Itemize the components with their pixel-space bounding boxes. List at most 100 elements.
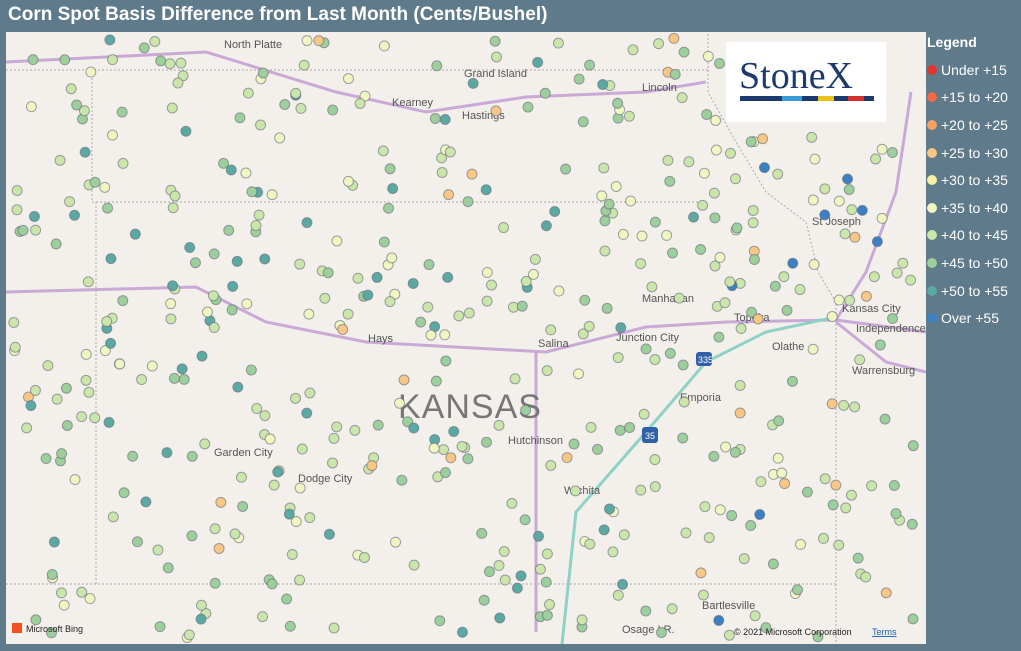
- site-dot[interactable]: [544, 599, 556, 611]
- site-dot[interactable]: [225, 164, 237, 176]
- site-dot[interactable]: [439, 114, 451, 126]
- site-dot[interactable]: [107, 54, 119, 66]
- site-dot[interactable]: [618, 529, 630, 541]
- site-dot[interactable]: [246, 186, 258, 198]
- site-dot[interactable]: [617, 228, 629, 240]
- site-dot[interactable]: [680, 527, 692, 539]
- site-dot[interactable]: [726, 510, 738, 522]
- site-dot[interactable]: [688, 211, 700, 223]
- site-dot[interactable]: [494, 612, 506, 624]
- site-dot[interactable]: [257, 67, 269, 79]
- site-dot[interactable]: [833, 539, 845, 551]
- site-dot[interactable]: [30, 224, 42, 236]
- site-dot[interactable]: [617, 578, 629, 590]
- legend-item[interactable]: +25 to +30: [927, 139, 1021, 167]
- site-dot[interactable]: [724, 147, 736, 159]
- site-dot[interactable]: [55, 587, 67, 599]
- legend-item[interactable]: +45 to +50: [927, 249, 1021, 277]
- site-dot[interactable]: [445, 452, 457, 464]
- site-dot[interactable]: [592, 443, 604, 455]
- site-dot[interactable]: [30, 614, 42, 626]
- site-dot[interactable]: [480, 436, 492, 448]
- site-dot[interactable]: [456, 440, 468, 452]
- site-dot[interactable]: [702, 50, 714, 62]
- site-dot[interactable]: [709, 212, 721, 224]
- site-dot[interactable]: [327, 457, 339, 469]
- site-dot[interactable]: [319, 292, 331, 304]
- site-dot[interactable]: [778, 271, 790, 283]
- site-dot[interactable]: [223, 224, 235, 236]
- site-dot[interactable]: [301, 407, 313, 419]
- site-dot[interactable]: [612, 97, 624, 109]
- site-dot[interactable]: [806, 131, 818, 143]
- legend-item[interactable]: Over +55: [927, 304, 1021, 332]
- site-dot[interactable]: [907, 613, 919, 625]
- site-dot[interactable]: [328, 622, 340, 634]
- site-dot[interactable]: [304, 512, 316, 524]
- site-dot[interactable]: [540, 576, 552, 588]
- site-dot[interactable]: [227, 280, 239, 292]
- site-dot[interactable]: [146, 360, 158, 372]
- site-dot[interactable]: [664, 175, 676, 187]
- site-dot[interactable]: [669, 68, 681, 80]
- site-dot[interactable]: [776, 467, 788, 479]
- site-dot[interactable]: [601, 302, 613, 314]
- site-dot[interactable]: [294, 258, 306, 270]
- site-dot[interactable]: [250, 219, 262, 231]
- site-dot[interactable]: [860, 290, 872, 302]
- site-dot[interactable]: [623, 110, 635, 122]
- site-dot[interactable]: [754, 509, 766, 521]
- site-dot[interactable]: [29, 384, 41, 396]
- site-dot[interactable]: [268, 479, 280, 491]
- site-dot[interactable]: [830, 479, 842, 491]
- legend-item[interactable]: +40 to +45: [927, 222, 1021, 250]
- site-dot[interactable]: [833, 195, 845, 207]
- site-dot[interactable]: [444, 146, 456, 158]
- site-dot[interactable]: [349, 424, 361, 436]
- site-dot[interactable]: [746, 306, 758, 318]
- site-dot[interactable]: [208, 248, 220, 260]
- site-dot[interactable]: [540, 220, 552, 232]
- site-dot[interactable]: [358, 551, 370, 563]
- site-dot[interactable]: [773, 415, 785, 427]
- site-dot[interactable]: [668, 32, 680, 44]
- site-dot[interactable]: [154, 621, 166, 633]
- site-dot[interactable]: [734, 380, 746, 392]
- site-dot[interactable]: [747, 217, 759, 229]
- site-dot[interactable]: [294, 574, 306, 586]
- site-dot[interactable]: [423, 259, 435, 271]
- site-dot[interactable]: [104, 34, 116, 46]
- site-dot[interactable]: [232, 381, 244, 393]
- site-dot[interactable]: [483, 566, 495, 578]
- site-dot[interactable]: [819, 209, 831, 221]
- site-dot[interactable]: [11, 185, 23, 197]
- site-dot[interactable]: [331, 235, 343, 247]
- site-dot[interactable]: [714, 251, 726, 263]
- site-dot[interactable]: [840, 502, 852, 514]
- site-dot[interactable]: [879, 413, 891, 425]
- site-dot[interactable]: [165, 313, 177, 325]
- site-dot[interactable]: [655, 627, 667, 639]
- site-dot[interactable]: [819, 473, 831, 485]
- site-dot[interactable]: [541, 365, 553, 377]
- site-dot[interactable]: [499, 574, 511, 586]
- site-dot[interactable]: [415, 316, 427, 328]
- site-dot[interactable]: [463, 307, 475, 319]
- site-dot[interactable]: [697, 199, 709, 211]
- site-dot[interactable]: [286, 549, 298, 561]
- site-dot[interactable]: [792, 584, 804, 596]
- site-dot[interactable]: [584, 59, 596, 71]
- site-dot[interactable]: [887, 313, 899, 325]
- site-dot[interactable]: [167, 280, 179, 292]
- site-dot[interactable]: [871, 236, 883, 248]
- site-dot[interactable]: [422, 301, 434, 313]
- site-dot[interactable]: [161, 447, 173, 459]
- site-dot[interactable]: [430, 375, 442, 387]
- site-dot[interactable]: [387, 183, 399, 195]
- site-dot[interactable]: [607, 546, 619, 558]
- site-dot[interactable]: [394, 397, 406, 409]
- site-dot[interactable]: [272, 466, 284, 478]
- site-dot[interactable]: [51, 393, 63, 405]
- site-dot[interactable]: [107, 511, 119, 523]
- site-dot[interactable]: [240, 167, 252, 179]
